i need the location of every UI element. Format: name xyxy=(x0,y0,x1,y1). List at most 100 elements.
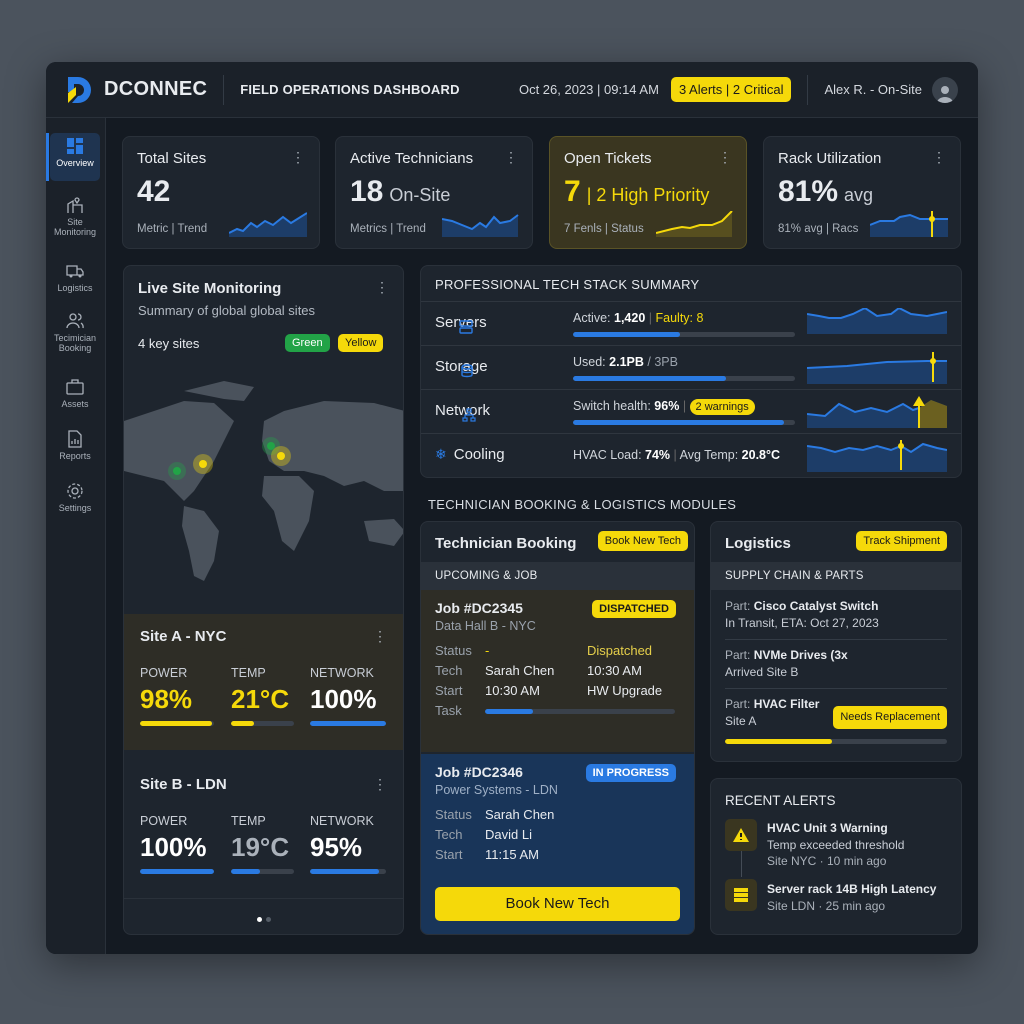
status-badge: DISPATCHED xyxy=(592,600,676,618)
logistics-panel: Logistics Track Shipment SUPPLY CHAIN & … xyxy=(710,521,962,762)
stack-row-cooling[interactable]: ❄ Cooling HVAC Load: 74% | Avg Temp: 20.8… xyxy=(421,433,961,477)
legend-yellow: Yellow xyxy=(338,334,384,352)
brand-logo[interactable]: DCONNEC xyxy=(66,75,207,105)
metric-label: TEMP xyxy=(231,666,266,680)
sparkline xyxy=(807,396,947,428)
metric-label: NETWORK xyxy=(310,666,374,680)
datetime: Oct 26, 2023 | 09:14 AM xyxy=(518,82,659,97)
sidebar-item-reports[interactable]: Reports xyxy=(50,426,100,461)
sidebar-label: Overview xyxy=(56,158,94,168)
sidebar-label: Settings xyxy=(58,503,92,513)
site-card-b[interactable]: Site B - LDN ⋮ POWER 100% TEMP 19°C NETWOR… xyxy=(124,762,403,890)
stack-row-servers[interactable]: Servers Active: 1,420 | Faulty: 8 xyxy=(421,301,961,345)
kpi-value: 81% avg xyxy=(778,175,873,209)
sparkline xyxy=(229,212,307,237)
avatar[interactable] xyxy=(932,76,958,103)
kpi-number: 7 xyxy=(564,175,581,208)
stack-row-storage[interactable]: Storage Used: 2.1PB / 3PB xyxy=(421,345,961,389)
sparkline xyxy=(807,440,947,472)
metric-temp: TEMP 19°C xyxy=(231,814,294,874)
task-progress xyxy=(485,709,675,714)
kpi-footer: 7 Fenls | Status xyxy=(564,223,644,235)
metric-value: 21°C xyxy=(231,684,290,714)
brand-name: DCONNEC xyxy=(104,78,208,100)
book-new-tech-button[interactable]: Book New Tech xyxy=(597,531,688,551)
warnings-badge[interactable]: 2 warnings xyxy=(689,399,755,415)
row-bar xyxy=(573,376,795,381)
job-card-dc2346[interactable]: Job #DC2346 IN PROGRESS Power Systems - … xyxy=(421,754,694,934)
job-id: Job #DC2345 xyxy=(435,600,523,616)
sparkline xyxy=(807,352,947,384)
sidebar-item-site-monitoring[interactable]: Site Monitoring xyxy=(50,192,100,237)
kpi-total-sites[interactable]: Total Sites ⋮ 42 Metric | Trend xyxy=(122,136,320,249)
row-stats: Used: 2.1PB / 3PB xyxy=(573,355,678,369)
stack-row-network[interactable]: Network Switch health: 96% | 2 warnings xyxy=(421,389,961,433)
more-icon[interactable]: ⋮ xyxy=(932,149,946,165)
kpi-value: 42 xyxy=(137,175,170,209)
row-bar xyxy=(573,420,795,425)
kpi-number: 42 xyxy=(137,175,171,208)
sidebar-item-technician-booking[interactable]: Tecimician Booking xyxy=(50,308,100,353)
divider xyxy=(223,74,225,105)
metric-value: 100% xyxy=(140,832,207,862)
kpi-suffix: avg xyxy=(844,185,874,205)
live-site-monitoring-panel: Live Site Monitoring ⋮ Summary of global… xyxy=(123,265,404,935)
warning-icon xyxy=(725,819,757,851)
world-map[interactable] xyxy=(124,381,404,611)
more-icon[interactable]: ⋮ xyxy=(375,279,389,295)
sidebar-item-assets[interactable]: Assets xyxy=(50,374,100,409)
row-stats: HVAC Load: 74% | Avg Temp: 20.8°C xyxy=(573,448,781,462)
kpi-open-tickets[interactable]: Open Tickets ⋮ 7 | 2 High Priority 7 Fenls… xyxy=(549,136,747,249)
kpi-rack-utilization[interactable]: Rack Utilization ⋮ 81% avg 81% avg | Racs xyxy=(763,136,961,249)
warning-icon xyxy=(913,396,925,406)
site-name: Site A - NYC xyxy=(140,628,227,645)
more-icon[interactable]: ⋮ xyxy=(718,149,732,165)
book-new-tech-cta[interactable]: Book New Tech xyxy=(435,887,680,921)
pagination-dots[interactable] xyxy=(124,898,403,927)
alerts-badge[interactable]: 3 Alerts | 2 Critical xyxy=(670,77,792,102)
user-name[interactable]: Alex R. - On-Site xyxy=(824,82,922,97)
metric-network: NETWORK 100% xyxy=(310,666,386,726)
more-icon[interactable]: ⋮ xyxy=(373,628,387,644)
sidebar-label: Site Monitoring xyxy=(53,217,97,237)
kpi-footer: Metric | Trend xyxy=(137,223,208,235)
part-item[interactable]: Part: NVMe Drives (3x Arrived Site B xyxy=(725,647,947,689)
sidebar-label: Logistics xyxy=(57,283,93,293)
alert-item[interactable]: Server rack 14B High Latency Site LDN · 2… xyxy=(767,882,937,913)
more-icon[interactable]: ⋮ xyxy=(504,149,518,165)
more-icon[interactable]: ⋮ xyxy=(373,776,387,792)
kpi-suffix: | 2 High Priority xyxy=(586,185,710,205)
panel-title: PROFESSIONAL TECH STACK SUMMARY xyxy=(435,277,700,292)
truck-icon xyxy=(66,265,84,278)
alert-item[interactable]: HVAC Unit 3 Warning Temp exceeded thresho… xyxy=(767,821,905,868)
network-icon xyxy=(462,408,476,422)
kpi-label: Active Technicians xyxy=(350,150,474,167)
status-badge: IN PROGRESS xyxy=(585,764,676,782)
track-shipment-button[interactable]: Track Shipment xyxy=(856,531,947,551)
row-stats: Active: 1,420 | Faulty: 8 xyxy=(573,311,704,325)
section-subheader: SUPPLY CHAIN & PARTS xyxy=(711,562,961,590)
kpi-number: 18 xyxy=(350,175,384,208)
building-pin-icon xyxy=(67,197,83,213)
sparkline xyxy=(870,211,948,237)
panel-title: Live Site Monitoring xyxy=(138,280,282,297)
job-card-dc2345[interactable]: Job #DC2345 DISPATCHED Data Hall B - NYC… xyxy=(421,590,694,752)
job-details: Status - Dispatched Tech Sarah Chen 10:30 AM… xyxy=(435,643,680,718)
row-bar xyxy=(573,332,795,337)
server-icon xyxy=(725,879,757,911)
kpi-label: Rack Utilization xyxy=(778,150,882,167)
more-icon[interactable]: ⋮ xyxy=(291,149,305,165)
kpi-value: 7 | 2 High Priority xyxy=(564,175,709,209)
sidebar-label: Reports xyxy=(59,451,91,461)
site-card-a[interactable]: Site A - NYC ⋮ POWER 98% TEMP 21°C NETWORK… xyxy=(124,614,403,750)
part-item[interactable]: Part: Cisco Catalyst Switch In Transit, E… xyxy=(725,598,947,640)
kpi-footer: Metrics | Trend xyxy=(350,223,426,235)
row-name: Network xyxy=(435,402,491,419)
sidebar-item-logistics[interactable]: Logistics xyxy=(50,258,100,293)
site-count: 4 key sites xyxy=(138,336,200,351)
part-item[interactable]: Part: HVAC Filter Site A Needs Replacemen… xyxy=(725,696,947,744)
sidebar-item-overview[interactable]: Overview xyxy=(46,133,100,181)
sidebar-item-settings[interactable]: Settings xyxy=(50,478,100,513)
kpi-active-technicians[interactable]: Active Technicians ⋮ 18 On-Site Metrics | … xyxy=(335,136,533,249)
legend-green: Green xyxy=(285,334,330,352)
